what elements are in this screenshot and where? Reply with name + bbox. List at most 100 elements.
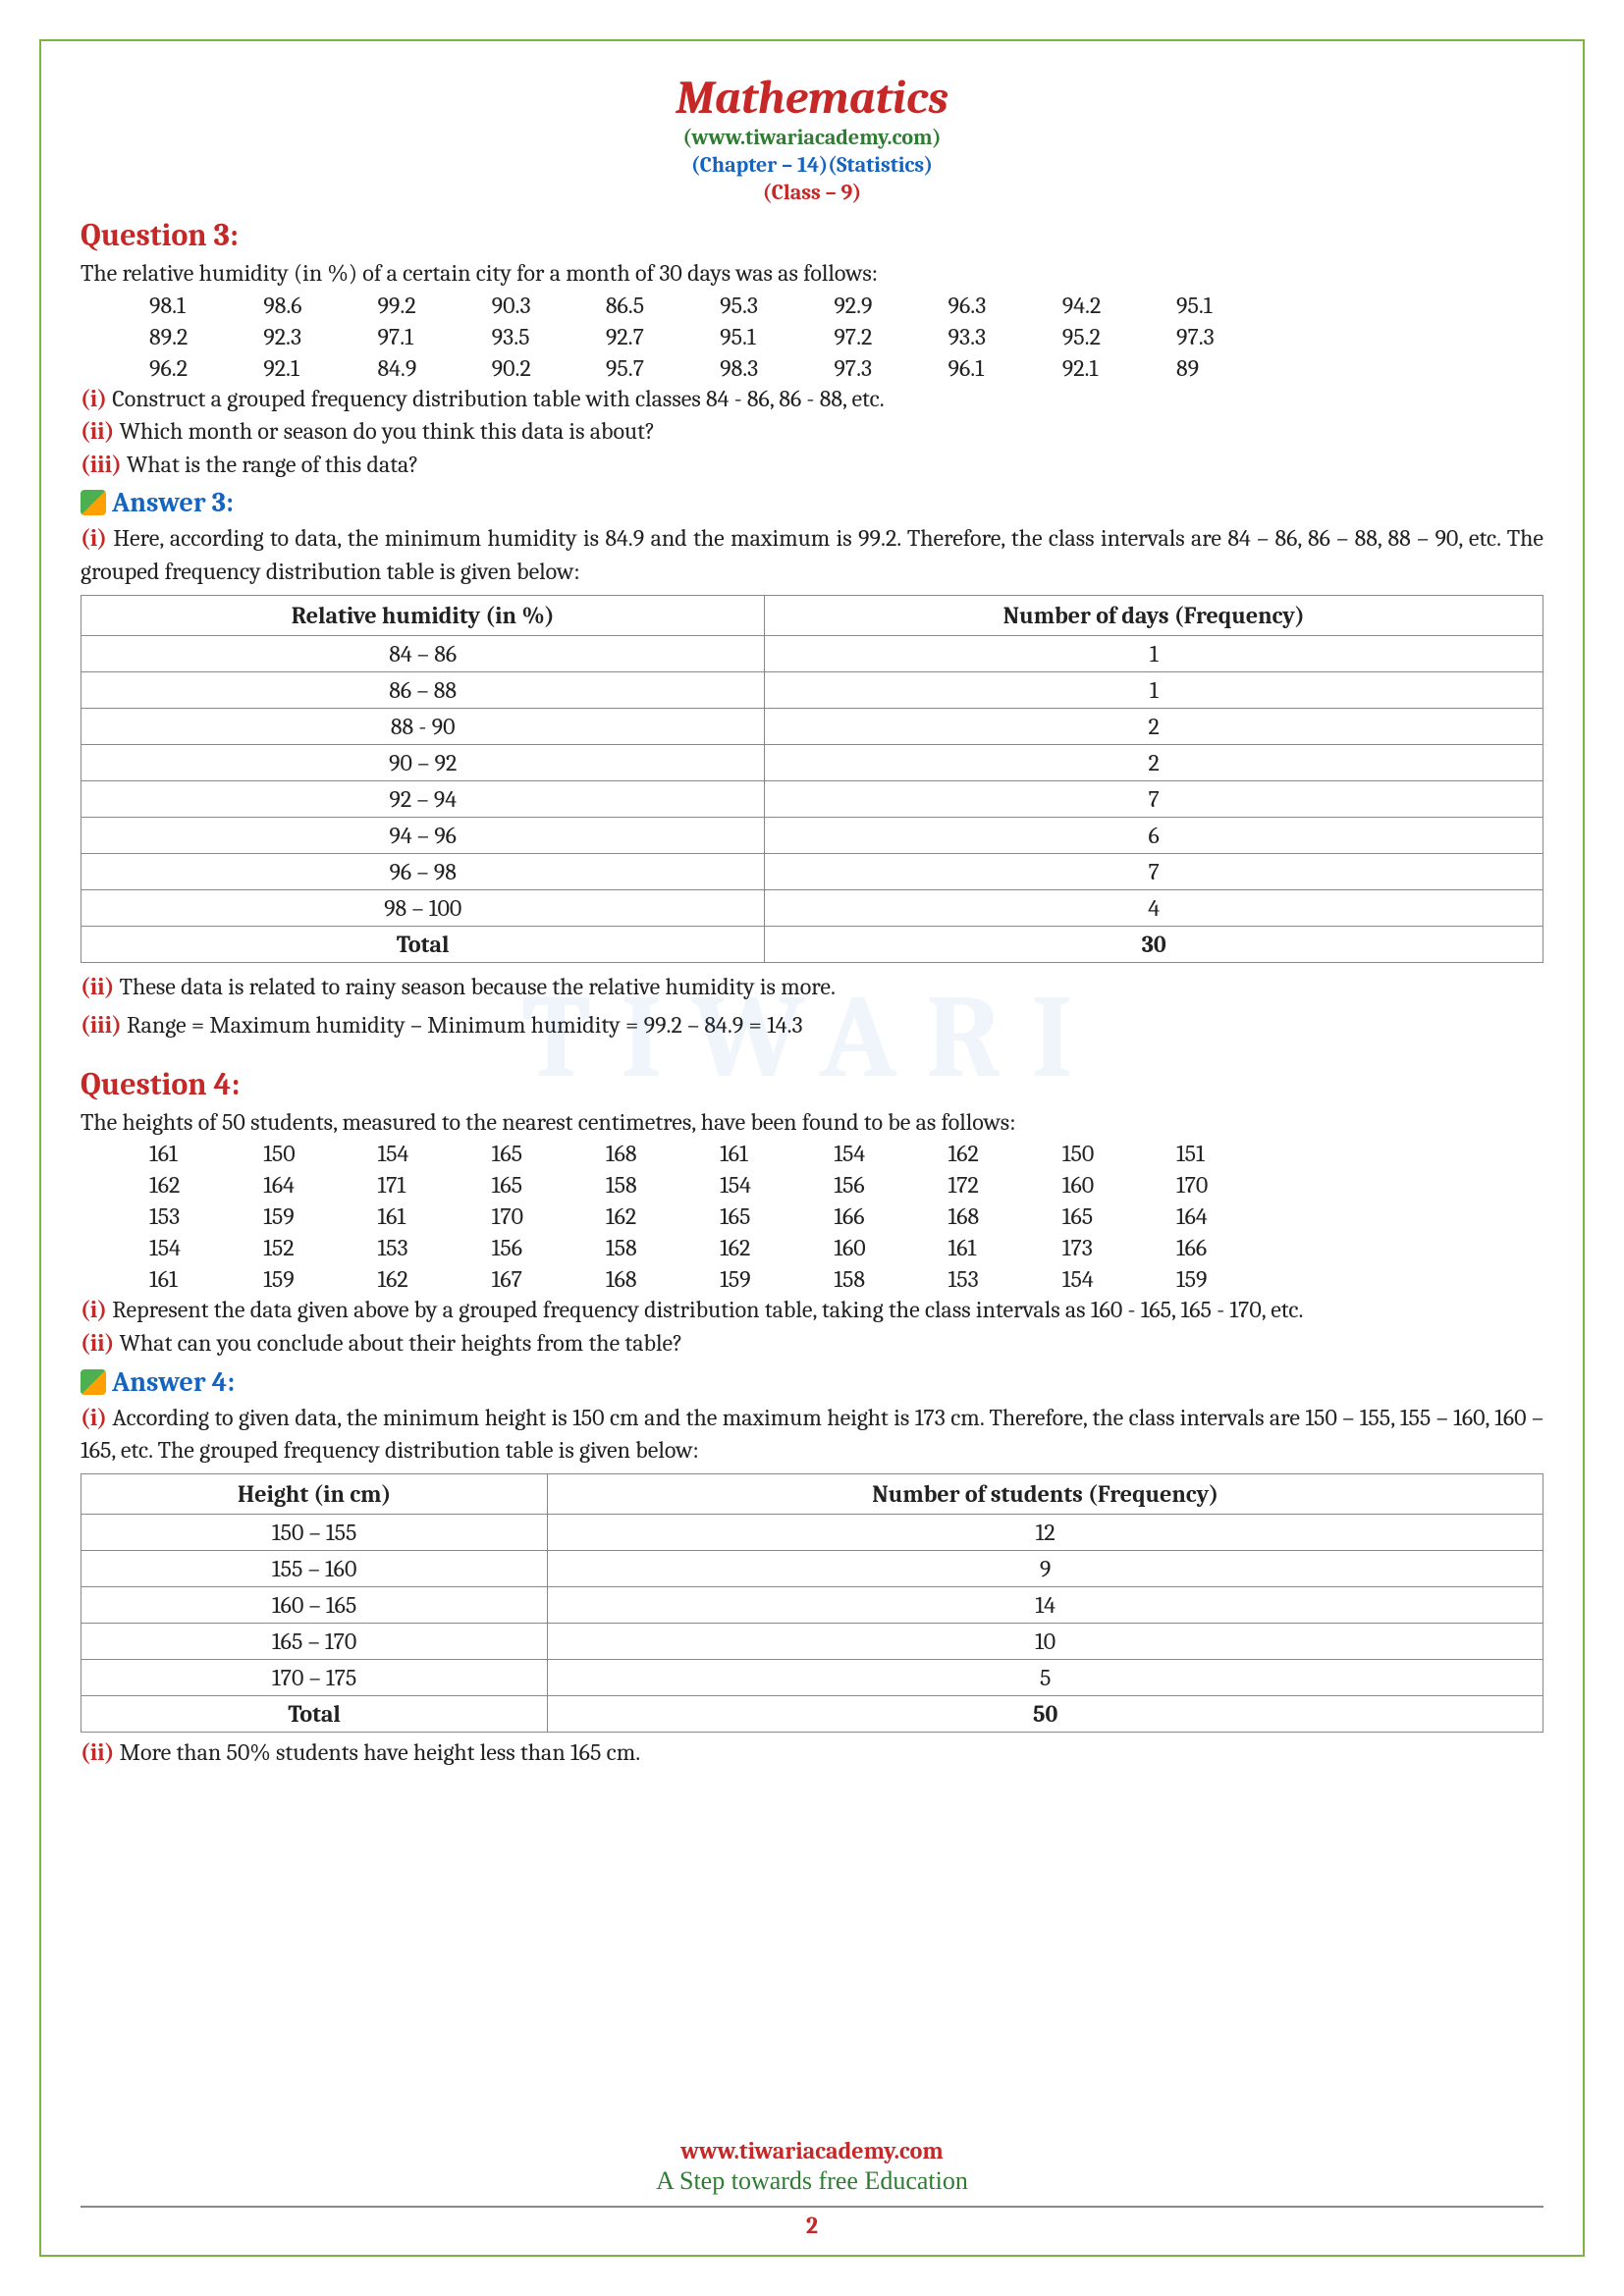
table-cell: 92 – 94 [81,780,765,817]
q3-intro: The relative humidity (in %) of a certai… [81,257,1543,291]
table-cell: 86 – 88 [81,671,765,708]
q3-ans-iii: (iii) Range = Maximum humidity – Minimum… [81,1009,1543,1042]
data-cell: 161 [720,1139,834,1168]
label-i: (i) [81,385,107,412]
q3-ans-ii-text: These data is related to rainy season be… [114,973,836,1000]
q4-part-i: (i) Represent the data given above by a … [81,1294,1543,1327]
table-row: 160 – 16514 [81,1586,1543,1623]
data-cell: 162 [948,1139,1062,1168]
data-cell: 166 [1176,1233,1290,1262]
q3-table-col1: Relative humidity (in %) [81,595,765,635]
footer-tagline: A Step towards free Education [41,2166,1583,2196]
data-cell: 95.7 [606,353,720,383]
q3-part-iii-text: What is the range of this data? [122,451,419,478]
label-ii: (ii) [81,1738,114,1766]
puzzle-icon [81,490,106,515]
total-value: 50 [548,1695,1543,1732]
data-cell: 95.1 [1176,291,1290,320]
data-cell: 160 [1062,1170,1176,1200]
q3-part-iii: (iii) What is the range of this data? [81,449,1543,482]
table-row: 150 – 15512 [81,1514,1543,1550]
table-cell: 88 - 90 [81,708,765,744]
table-cell: 150 – 155 [81,1514,548,1550]
data-cell: 161 [948,1233,1062,1262]
data-cell: 158 [606,1170,720,1200]
table-cell: 14 [548,1586,1543,1623]
page-number: 2 [41,2212,1583,2239]
table-row: 84 – 861 [81,635,1543,671]
q4-ans-i-text: According to given data, the minimum hei… [81,1404,1543,1465]
data-cell: 150 [1062,1139,1176,1168]
data-cell: 92.7 [606,322,720,351]
label-i: (i) [81,1296,107,1323]
answer4-label: Answer 4: [112,1366,235,1398]
total-value: 30 [765,926,1543,962]
data-cell: 159 [1176,1264,1290,1294]
chapter-line: (Chapter – 14)(Statistics) [81,152,1543,178]
q3-part-i: (i) Construct a grouped frequency distri… [81,383,1543,416]
q3-ans-ii: (ii) These data is related to rainy seas… [81,971,1543,1004]
label-iii: (iii) [81,451,122,478]
data-cell: 161 [377,1201,491,1231]
data-cell: 153 [948,1264,1062,1294]
data-cell: 89.2 [149,322,263,351]
label-ii: (ii) [81,417,114,445]
data-cell: 162 [720,1233,834,1262]
website-line: (www.tiwariacademy.com) [81,125,1543,150]
table-cell: 12 [548,1514,1543,1550]
q4-frequency-table: Height (in cm) Number of students (Frequ… [81,1473,1543,1733]
data-cell: 159 [263,1201,377,1231]
table-row: 88 - 902 [81,708,1543,744]
q3-heading: Question 3: [81,217,1543,253]
data-cell: 165 [720,1201,834,1231]
data-cell: 170 [492,1201,606,1231]
data-cell: 160 [834,1233,947,1262]
q4-ans-ii: (ii) More than 50% students have height … [81,1736,1543,1770]
q4-ans-ii-text: More than 50% students have height less … [114,1738,640,1766]
table-cell: 96 – 98 [81,853,765,889]
data-cell: 167 [492,1264,606,1294]
table-row: 165 – 17010 [81,1623,1543,1659]
label-i: (i) [81,524,107,552]
data-cell: 164 [263,1170,377,1200]
table-cell: 7 [765,853,1543,889]
data-cell: 90.3 [492,291,606,320]
data-cell: 154 [720,1170,834,1200]
table-cell: 9 [548,1550,1543,1586]
data-cell: 92.3 [263,322,377,351]
data-cell: 97.1 [377,322,491,351]
data-cell: 150 [263,1139,377,1168]
data-cell: 154 [1062,1264,1176,1294]
table-cell: 1 [765,671,1543,708]
data-cell: 162 [149,1170,263,1200]
page-rule [81,2206,1543,2208]
table-cell: 4 [765,889,1543,926]
q3-ans-iii-text: Range = Maximum humidity – Minimum humid… [122,1011,803,1039]
footer-url: www.tiwariacademy.com [41,2137,1583,2164]
table-row: 86 – 881 [81,671,1543,708]
table-row: 96 – 987 [81,853,1543,889]
data-cell: 97.3 [834,353,947,383]
data-cell: 153 [149,1201,263,1231]
data-cell: 95.1 [720,322,834,351]
table-total-row: Total30 [81,926,1543,962]
q4-part-i-text: Represent the data given above by a grou… [107,1296,1303,1323]
table-row: 94 – 966 [81,817,1543,853]
data-cell: 158 [606,1233,720,1262]
table-cell: 165 – 170 [81,1623,548,1659]
table-row: 90 – 922 [81,744,1543,780]
q3-ans-i: (i) Here, according to data, the minimum… [81,522,1543,588]
table-cell: 10 [548,1623,1543,1659]
data-cell: 99.2 [377,291,491,320]
data-cell: 162 [606,1201,720,1231]
page-footer: www.tiwariacademy.com A Step towards fre… [41,2137,1583,2196]
table-cell: 98 – 100 [81,889,765,926]
data-cell: 98.3 [720,353,834,383]
q4-table-col2: Number of students (Frequency) [548,1473,1543,1514]
table-cell: 94 – 96 [81,817,765,853]
data-cell: 96.3 [948,291,1062,320]
page-border: TIWARI Mathematics (www.tiwariacademy.co… [39,39,1585,2257]
table-cell: 7 [765,780,1543,817]
q3-part-i-text: Construct a grouped frequency distributi… [107,385,885,412]
data-cell: 151 [1176,1139,1290,1168]
